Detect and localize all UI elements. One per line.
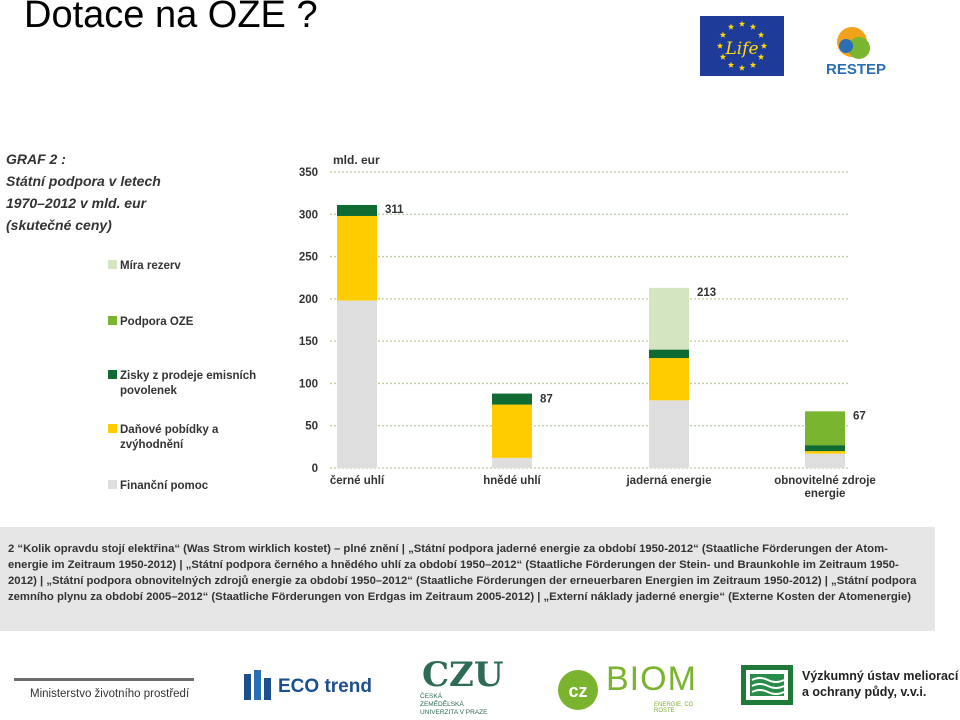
eu-star-icon bbox=[727, 23, 735, 30]
vumop-line-2: a ochrany půdy, v.v.i. bbox=[802, 685, 927, 699]
bar-segment bbox=[805, 453, 845, 468]
life-logo-text: Life bbox=[724, 39, 758, 59]
bar-segment bbox=[805, 445, 845, 452]
czbiom-logo-subtext: ENERGIE, CO ROSTE bbox=[654, 702, 694, 714]
czu-line-3: UNIVERZITA V PRAZE bbox=[420, 709, 488, 716]
czu-mark-icon: CZU bbox=[422, 655, 504, 694]
vumop-logo: Výzkumný ústav meliorací a ochrany půdy,… bbox=[740, 664, 960, 708]
eu-star-icon bbox=[757, 31, 765, 38]
legend-label: zvýhodnění bbox=[120, 439, 184, 451]
bar-segment bbox=[649, 349, 689, 359]
ecotrend-logo-text: ECO trend bbox=[278, 676, 372, 697]
bar-segment bbox=[805, 451, 845, 454]
bar-segment bbox=[805, 411, 845, 446]
czu-mark-text: CZU bbox=[422, 655, 504, 694]
eu-star-icon bbox=[727, 61, 735, 68]
legend-swatch bbox=[108, 424, 117, 433]
y-tick-label: 50 bbox=[305, 421, 318, 433]
caption-text: 2 “Kolik opravdu stojí elektřina“ (Was S… bbox=[8, 543, 917, 603]
legend-label: Míra rezerv bbox=[120, 260, 181, 272]
vumop-mark-icon bbox=[741, 665, 793, 705]
bar-segment bbox=[649, 400, 689, 468]
restep-logo-text: RESTEP bbox=[826, 61, 886, 78]
bar-segment bbox=[649, 358, 689, 401]
legend-label: povolenek bbox=[120, 385, 177, 397]
czu-logo-text: ČESKÁ ZEMĚDĚLSKÁ UNIVERZITA V PRAZE bbox=[420, 693, 520, 717]
eu-stars-icon: Life bbox=[716, 20, 768, 71]
y-tick-label: 300 bbox=[299, 209, 318, 221]
legend-label: Zisky z prodeje emisních bbox=[120, 370, 256, 382]
y-tick-label: 150 bbox=[299, 336, 318, 348]
eu-star-icon bbox=[757, 53, 765, 60]
bar-segment bbox=[492, 393, 532, 405]
bar-total-label: 87 bbox=[540, 393, 553, 405]
chart-subtitle-line: 1970–2012 v mld. eur bbox=[6, 195, 148, 211]
x-tick-label: jaderná energie bbox=[625, 475, 711, 487]
eu-star-icon bbox=[738, 64, 746, 71]
ministry-logo: Ministerstvo životního prostředí bbox=[14, 676, 198, 710]
chart-subtitle-line: (skutečné ceny) bbox=[6, 217, 112, 233]
y-tick-label: 100 bbox=[299, 378, 318, 390]
x-tick-label: hnědé uhlí bbox=[483, 475, 541, 487]
y-tick-label: 250 bbox=[299, 252, 318, 264]
y-tick-label: 200 bbox=[299, 294, 318, 306]
legend-swatch bbox=[108, 260, 117, 269]
ministry-logo-text: Ministerstvo životního prostředí bbox=[30, 688, 190, 700]
bar-total-label: 67 bbox=[853, 410, 866, 422]
ecotrend-mark-icon bbox=[244, 670, 271, 700]
vumop-logo-text: Výzkumný ústav meliorací a ochrany půdy,… bbox=[802, 668, 958, 700]
czu-logo: CZU ČESKÁ ZEMĚDĚLSKÁ UNIVERZITA V PRAZE bbox=[416, 650, 522, 720]
czbiom-mark-text: cz bbox=[568, 681, 587, 701]
source-caption: 2 “Kolik opravdu stojí elektřina“ (Was S… bbox=[0, 527, 935, 631]
bar-segment bbox=[337, 300, 377, 468]
chart-subtitle-line: Státní podpora v letech bbox=[6, 173, 161, 189]
legend-swatch bbox=[108, 480, 117, 489]
legend-label: Daňové pobídky a bbox=[120, 424, 219, 436]
czu-line-2: ZEMĚDĚLSKÁ bbox=[420, 701, 464, 708]
y-tick-label: 350 bbox=[299, 167, 318, 179]
x-tick-label: energie bbox=[805, 488, 846, 500]
x-tick-label: obnovitelné zdroje bbox=[774, 475, 876, 487]
slide-title: Dotace na OZE ? bbox=[24, 0, 318, 36]
y-tick-label: 0 bbox=[312, 463, 318, 475]
czbiom-logo: cz BIOM ENERGIE, CO ROSTE bbox=[556, 658, 706, 714]
bar-segment bbox=[492, 457, 532, 468]
restep-leaf-icon bbox=[848, 37, 870, 59]
bar-segment bbox=[649, 287, 689, 350]
bar-total-label: 213 bbox=[697, 287, 716, 299]
czbiom-logo-text: BIOM bbox=[606, 660, 697, 698]
legend-label: Podpora OZE bbox=[120, 316, 194, 328]
legend-label: Finanční pomoc bbox=[120, 480, 209, 492]
chart-title: GRAF 2 : bbox=[6, 151, 66, 167]
eu-star-icon bbox=[716, 42, 724, 49]
vumop-line-1: Výzkumný ústav meliorací bbox=[802, 669, 959, 683]
x-tick-label: černé uhlí bbox=[330, 475, 385, 487]
legend-swatch bbox=[108, 370, 117, 379]
eu-star-icon bbox=[738, 20, 746, 27]
bar-segment bbox=[337, 215, 377, 301]
y-axis-unit-label: mld. eur bbox=[333, 153, 380, 167]
eu-star-icon bbox=[749, 61, 757, 68]
bar-segment bbox=[337, 204, 377, 216]
ministry-logo-bar bbox=[14, 678, 194, 681]
restep-globe-icon bbox=[839, 39, 853, 53]
eu-star-icon bbox=[760, 42, 768, 49]
eu-star-icon bbox=[749, 23, 757, 30]
eu-life-logo: Life bbox=[700, 16, 784, 76]
stacked-bar-chart: GRAF 2 : Státní podpora v letech 1970–2012… bbox=[0, 140, 960, 520]
restep-logo: RESTEP bbox=[812, 14, 902, 80]
czbiom-circle-icon: cz bbox=[558, 670, 598, 710]
legend-swatch bbox=[108, 316, 117, 325]
eu-star-icon bbox=[719, 31, 727, 38]
eu-star-icon bbox=[719, 53, 727, 60]
bar-segment bbox=[492, 404, 532, 458]
chart-svg: GRAF 2 : Státní podpora v letech 1970–2012… bbox=[6, 151, 876, 500]
bar-total-label: 311 bbox=[385, 204, 404, 216]
ecotrend-logo: ECO trend bbox=[240, 668, 380, 708]
czu-line-1: ČESKÁ bbox=[420, 693, 443, 700]
